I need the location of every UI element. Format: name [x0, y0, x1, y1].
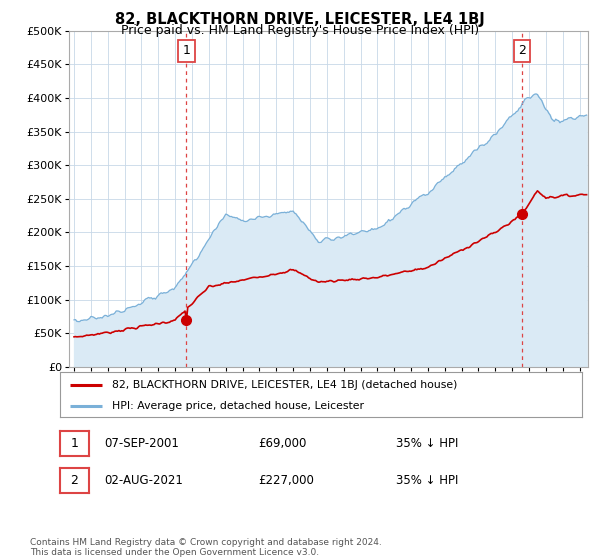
- Text: HPI: Average price, detached house, Leicester: HPI: Average price, detached house, Leic…: [112, 401, 364, 411]
- Text: 07-SEP-2001: 07-SEP-2001: [104, 437, 179, 450]
- Text: £69,000: £69,000: [258, 437, 307, 450]
- Text: 82, BLACKTHORN DRIVE, LEICESTER, LE4 1BJ: 82, BLACKTHORN DRIVE, LEICESTER, LE4 1BJ: [115, 12, 485, 27]
- Text: 1: 1: [70, 437, 79, 450]
- Text: 82, BLACKTHORN DRIVE, LEICESTER, LE4 1BJ (detached house): 82, BLACKTHORN DRIVE, LEICESTER, LE4 1BJ…: [112, 380, 458, 390]
- Text: 35% ↓ HPI: 35% ↓ HPI: [396, 474, 458, 487]
- Text: 02-AUG-2021: 02-AUG-2021: [104, 474, 182, 487]
- Text: 2: 2: [70, 474, 79, 487]
- Text: 35% ↓ HPI: 35% ↓ HPI: [396, 437, 458, 450]
- Text: Contains HM Land Registry data © Crown copyright and database right 2024.
This d: Contains HM Land Registry data © Crown c…: [30, 538, 382, 557]
- Text: 1: 1: [182, 44, 190, 58]
- Text: Price paid vs. HM Land Registry's House Price Index (HPI): Price paid vs. HM Land Registry's House …: [121, 24, 479, 36]
- Text: £227,000: £227,000: [258, 474, 314, 487]
- Text: 2: 2: [518, 44, 526, 58]
